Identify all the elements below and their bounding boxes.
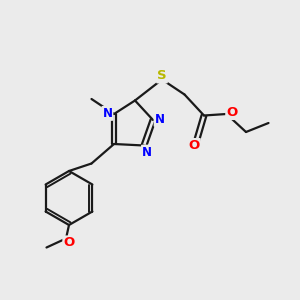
Text: N: N — [142, 146, 152, 159]
Text: O: O — [226, 106, 238, 119]
Text: N: N — [102, 107, 112, 120]
Text: O: O — [188, 139, 200, 152]
Text: N: N — [154, 113, 165, 126]
Text: S: S — [157, 69, 167, 82]
Text: O: O — [63, 236, 75, 250]
